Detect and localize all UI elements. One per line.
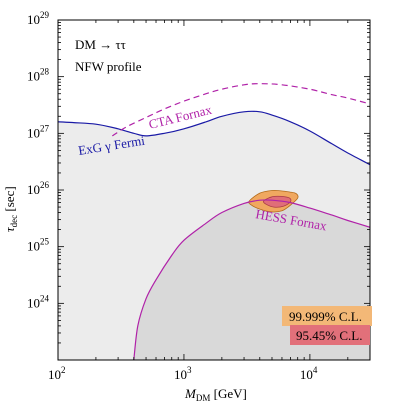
- legend-swatch-9545: [290, 325, 370, 345]
- y-axis-label: τdec [sec]: [2, 186, 19, 232]
- series-line-0: [58, 110, 370, 166]
- series-line-2: [133, 199, 370, 360]
- y-tick-label: 1024: [27, 293, 50, 310]
- y-tick-label: 1026: [27, 180, 50, 197]
- credible-region-1: [263, 195, 292, 208]
- series-line-1: [111, 83, 370, 137]
- svg-text:MDM [GeV]: MDM [GeV]: [184, 386, 247, 403]
- annotation-profile: NFW profile: [75, 59, 142, 74]
- legend-label-9545: 95.45% C.L.: [296, 328, 362, 343]
- y-tick-label: 1028: [27, 67, 50, 84]
- y-tick-label: 1025: [27, 237, 50, 254]
- y-tick-label: 1027: [27, 123, 50, 140]
- legend: 99.999% C.L. 95.45% C.L.: [282, 306, 372, 345]
- x-axis-label: MDM [GeV]: [184, 386, 247, 403]
- x-tick-label: 104: [300, 365, 318, 382]
- legend-label-99999: 99.999% C.L.: [289, 309, 362, 324]
- x-tick-label: 102: [48, 365, 66, 382]
- x-tick-label: 103: [174, 365, 192, 382]
- legend-swatch-99999: [282, 306, 372, 326]
- y-tick-label: 1029: [27, 10, 50, 27]
- annotation-process: DM → ττ: [75, 37, 126, 52]
- svg-text:τdec [sec]: τdec [sec]: [2, 186, 19, 232]
